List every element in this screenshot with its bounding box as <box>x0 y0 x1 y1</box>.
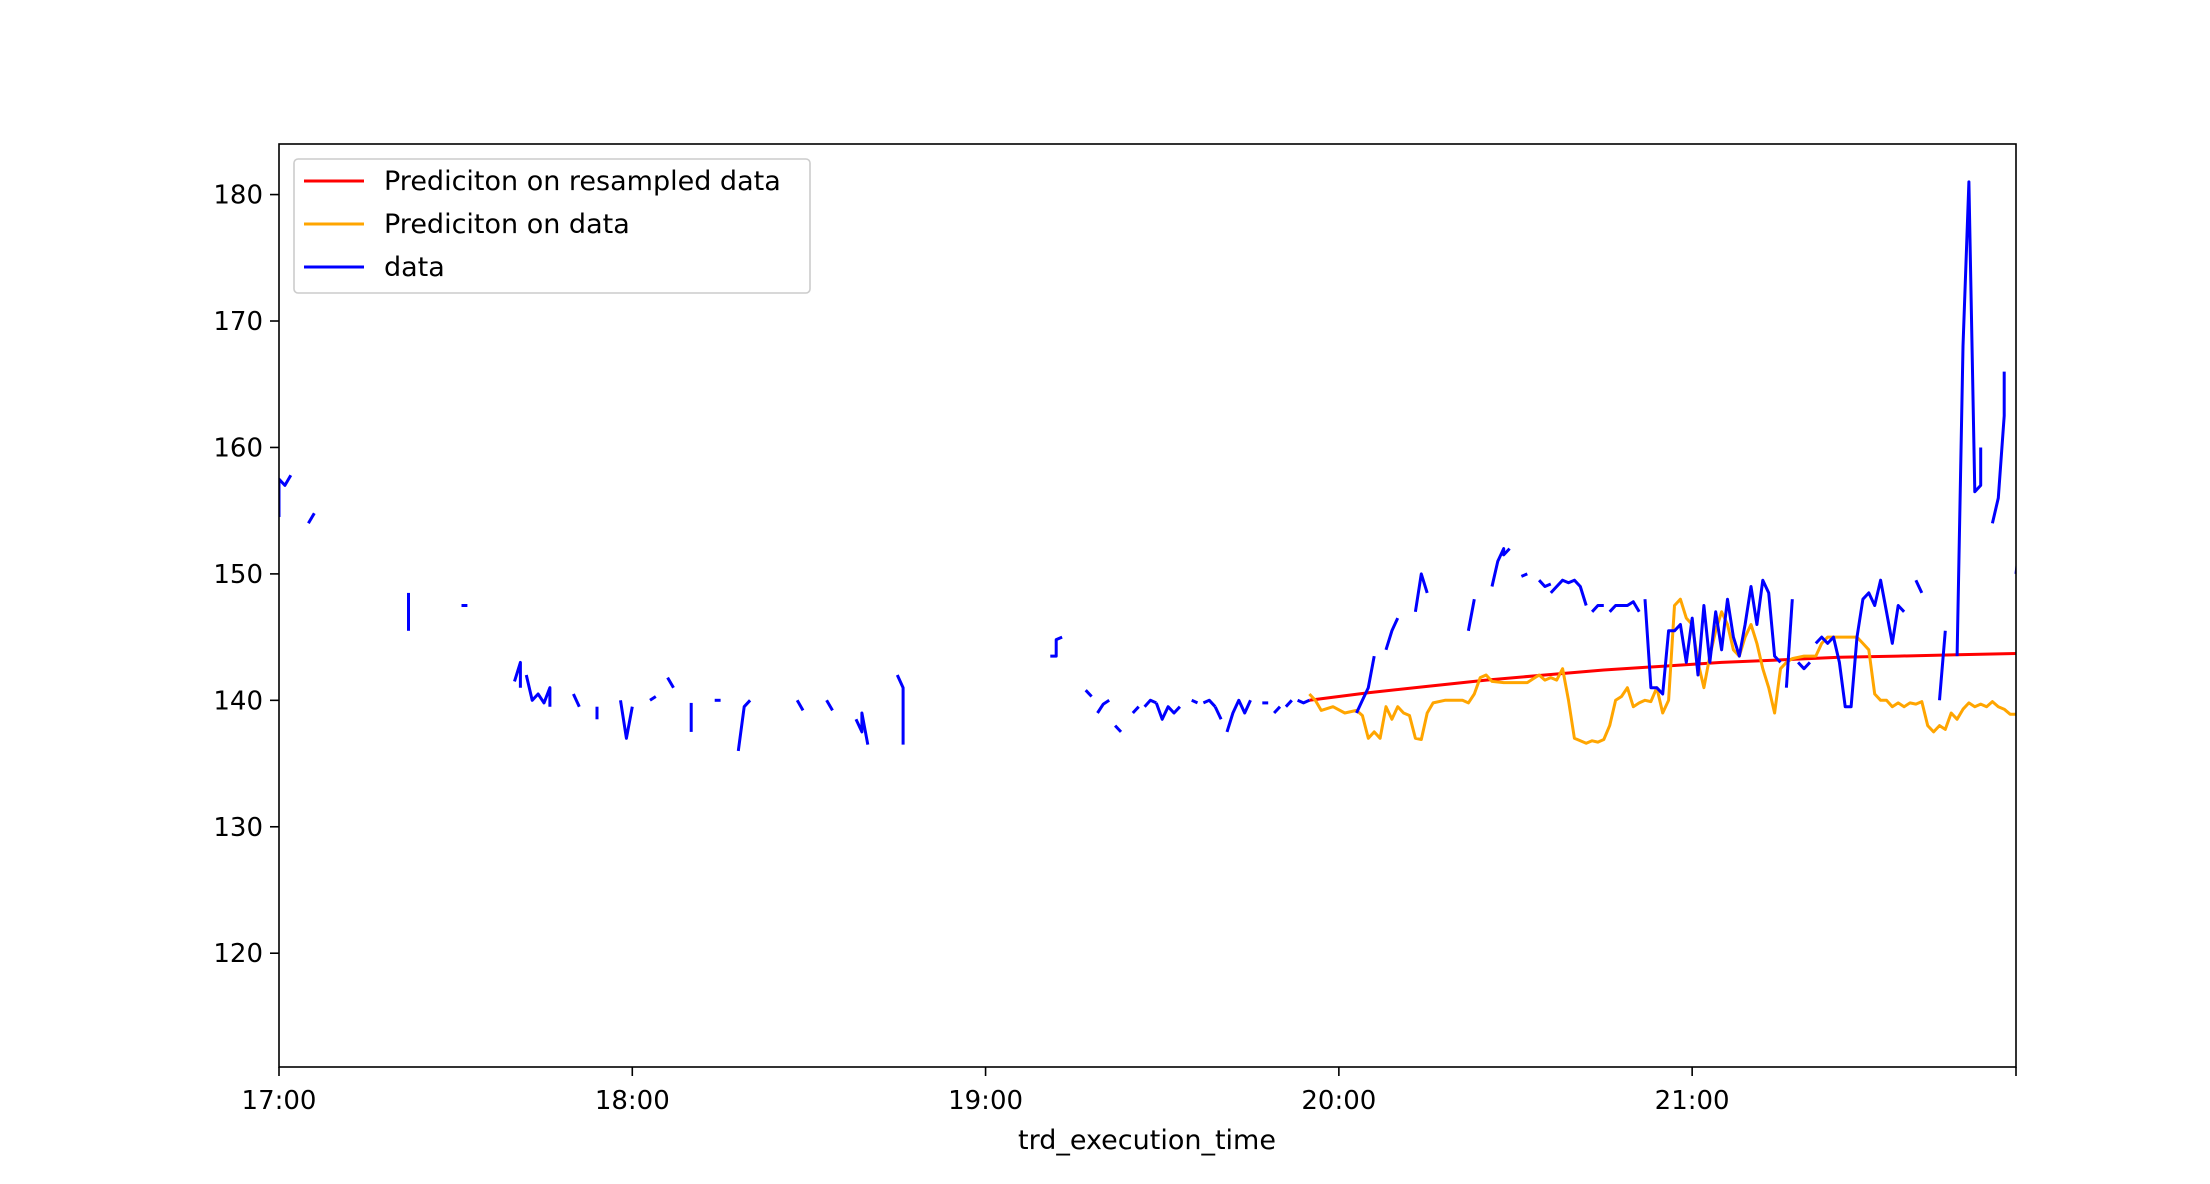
x-axis-title: trd_execution_time <box>1018 1125 1276 1156</box>
series-2-segment-10 <box>666 676 675 689</box>
series-2-segment-8 <box>619 700 634 740</box>
series-2-segment-30 <box>1273 705 1282 715</box>
x-axis: 17:00 18:00 19:00 20:00 21:00 <box>242 1067 2017 1116</box>
series-2-segment-48 <box>1938 630 1947 701</box>
series-2-segment-21 <box>1114 724 1123 733</box>
series-2-segment-28 <box>1225 698 1252 733</box>
series-2-segment-6 <box>572 693 581 708</box>
series-2-segment-44 <box>1784 599 1794 688</box>
x-tick-label-1: 18:00 <box>595 1086 670 1116</box>
legend-label-1: Prediciton on data <box>384 209 630 240</box>
series-2-segment-0 <box>279 474 293 517</box>
y-tick-label-5: 170 <box>213 307 263 337</box>
series-2-segment-20 <box>1096 699 1111 714</box>
series-2-segment-39 <box>1537 579 1552 588</box>
series-2-segment-24 <box>1154 702 1181 721</box>
series-2-segment-23 <box>1143 698 1157 708</box>
series-2-segment-33 <box>1355 655 1376 714</box>
series-2-segment-35 <box>1413 572 1429 613</box>
series-2-segment-47 <box>1914 579 1924 594</box>
series-2-segment-25 <box>1191 698 1199 705</box>
series-2-segment-18 <box>1050 635 1063 658</box>
series-2-segment-49 <box>1955 180 1983 657</box>
series-2-segment-50 <box>1990 371 2006 524</box>
plot-frame <box>278 143 2017 1068</box>
series-2-segment-42 <box>1608 600 1641 613</box>
series-2-segment-22 <box>1131 705 1140 715</box>
series-2-segment-37 <box>1490 547 1511 587</box>
y-tick-label-4: 160 <box>213 433 263 463</box>
x-tick-label-0: 17:00 <box>242 1086 317 1116</box>
x-tick-label-4: 21:00 <box>1655 1086 1730 1116</box>
series-2-segment-41 <box>1590 604 1604 613</box>
y-tick-label-1: 130 <box>213 813 263 843</box>
y-tick-label-6: 180 <box>213 181 263 211</box>
series-0-segment-0 <box>1309 652 2016 702</box>
series-2-segment-19 <box>1084 689 1093 698</box>
series-2-segment-9 <box>649 695 657 702</box>
y-tick-label-3: 150 <box>213 560 263 590</box>
series-2-segment-26 <box>1202 698 1217 708</box>
series-2-segment-1 <box>307 512 316 525</box>
series-2-segment-43 <box>1643 578 1782 696</box>
legend-box <box>293 158 811 294</box>
series-2-segment-45 <box>1797 661 1811 671</box>
y-axis: 120 130 140 150 160 170 180 <box>213 181 279 969</box>
series-2-segment-16 <box>854 711 870 745</box>
series-2-segment-14 <box>795 699 805 712</box>
legend-label-2: data <box>384 252 445 283</box>
legend-label-0: Prediciton on resampled data <box>384 166 781 197</box>
y-tick-label-2: 140 <box>213 686 263 716</box>
x-tick-label-2: 19:00 <box>948 1086 1023 1116</box>
y-tick-label-0: 120 <box>213 939 263 969</box>
series-0 <box>1309 652 2016 702</box>
legend: Prediciton on resampled data Prediciton o… <box>293 158 811 294</box>
series-2-segment-36 <box>1466 598 1476 632</box>
series-2-segment-27 <box>1213 706 1223 720</box>
x-tick-label-3: 20:00 <box>1301 1086 1376 1116</box>
series-2-segment-38 <box>1520 572 1528 578</box>
series-1-segment-0 <box>1308 597 2016 745</box>
series-2-segment-17 <box>895 674 905 745</box>
series-2-segment-31 <box>1284 699 1293 708</box>
series-2 <box>279 180 2016 752</box>
series-1 <box>1308 597 2016 745</box>
series-2-segment-46 <box>1814 578 1906 709</box>
series-2-segment-32 <box>1296 698 1311 705</box>
series-2-segment-15 <box>825 699 834 712</box>
series-layer <box>279 180 2016 752</box>
series-2-segment-13 <box>736 699 752 752</box>
series-2-segment-4 <box>513 660 522 688</box>
series-2-segment-5 <box>524 674 552 707</box>
series-2-segment-40 <box>1549 578 1588 606</box>
series-2-segment-34 <box>1384 617 1400 651</box>
